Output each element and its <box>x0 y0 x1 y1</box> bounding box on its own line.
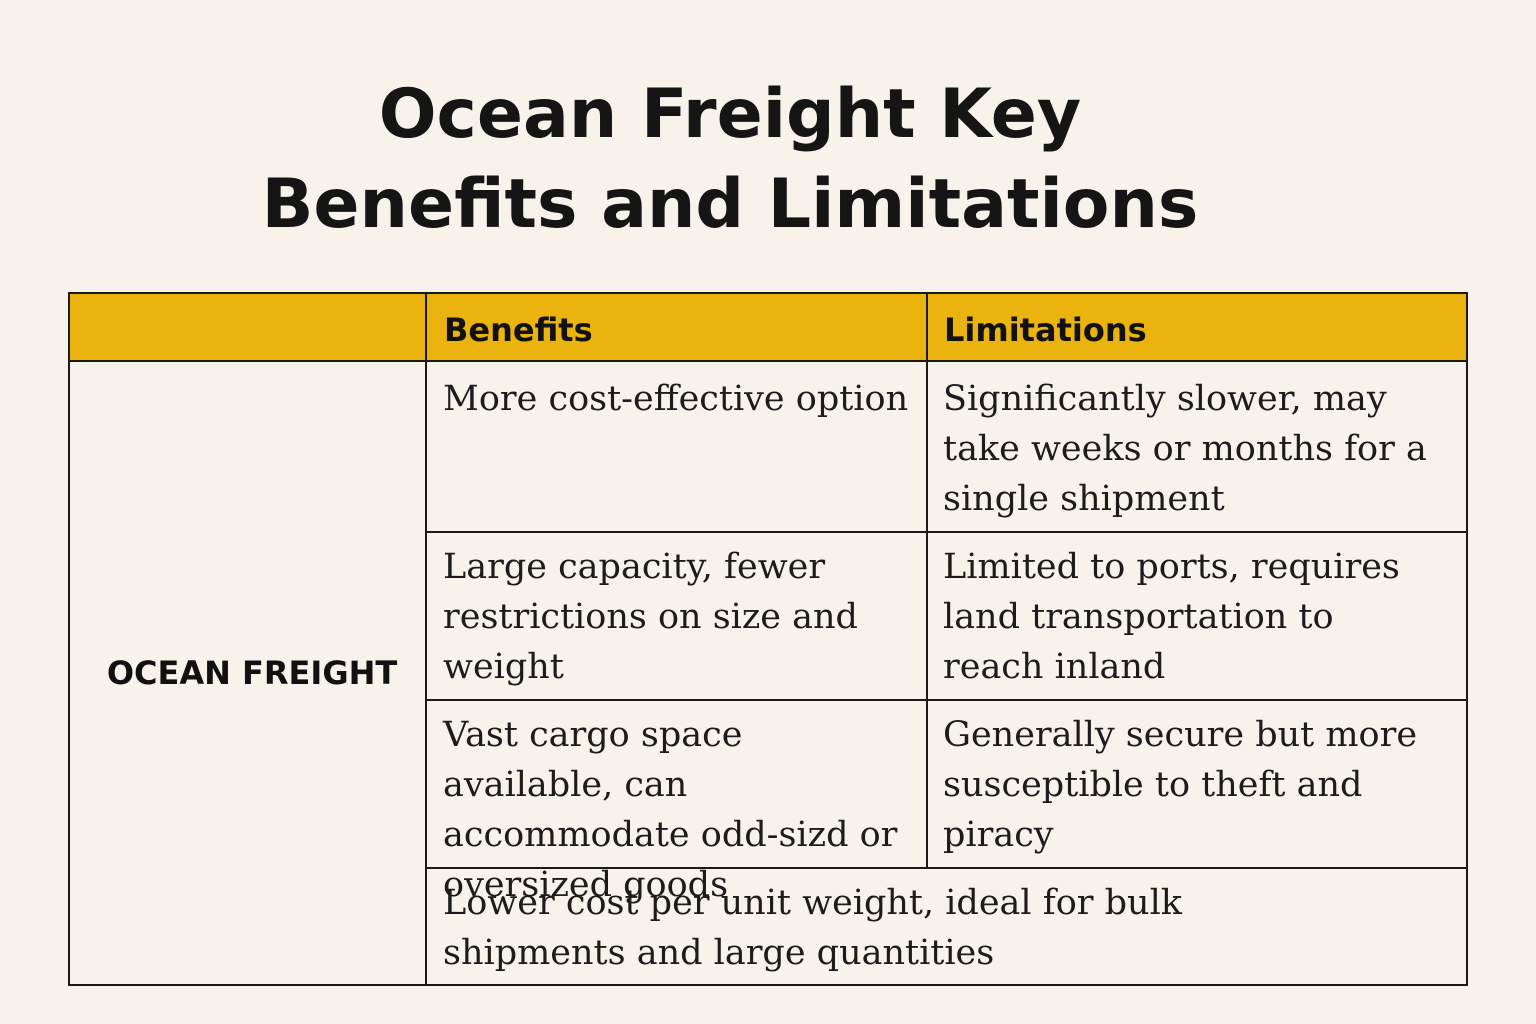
row-label-ocean-freight: OCEAN FREIGHT <box>70 362 426 984</box>
footer-row-cell: Lower cost per unit weight, ideal for bu… <box>443 883 1182 973</box>
table-header-row: Benefits Limitations <box>70 294 1466 362</box>
limitation-cell-2: Limited to ports, requires land transpor… <box>943 547 1400 687</box>
benefit-cell-2: Large capacity, fewer restrictions on si… <box>443 547 858 687</box>
header-benefits: Benefits <box>444 311 593 349</box>
divider-row-1 <box>426 531 1466 533</box>
benefit-cell-1: More cost-effective option <box>443 379 909 419</box>
comparison-table: Benefits Limitations OCEAN FREIGHT More … <box>68 292 1468 986</box>
divider-row-3 <box>426 867 1466 869</box>
limitation-cell-1: Significantly slower, may take weeks or … <box>943 379 1427 519</box>
divider-benefits-column <box>926 294 928 868</box>
row-label-text: OCEAN FREIGHT <box>106 654 398 692</box>
header-limitations: Limitations <box>944 311 1147 349</box>
page-title: Ocean Freight Key Benefits and Limitatio… <box>0 70 1460 250</box>
divider-row-2 <box>426 699 1466 701</box>
benefit-cell-3: Vast cargo space available, can accommod… <box>443 715 898 905</box>
header-blank-cell <box>70 294 426 362</box>
title-line-1: Ocean Freight Key <box>378 75 1082 154</box>
divider-label-column <box>425 294 427 984</box>
limitation-cell-3: Generally secure but more susceptible to… <box>943 715 1418 855</box>
title-line-2: Benefits and Limitations <box>261 165 1199 244</box>
